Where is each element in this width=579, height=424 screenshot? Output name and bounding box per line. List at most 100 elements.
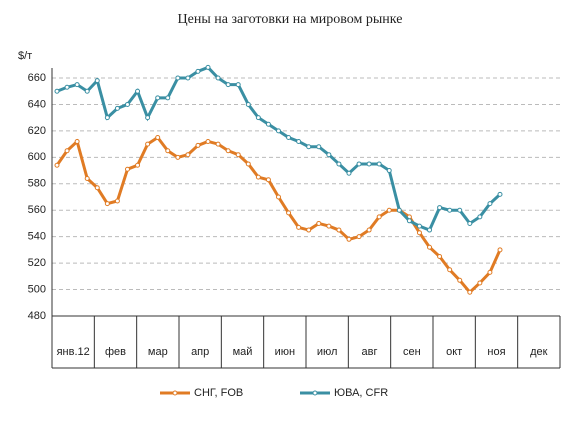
point bbox=[225, 82, 231, 88]
point bbox=[255, 174, 261, 180]
point bbox=[276, 194, 281, 200]
legend-label: СНГ, FOB bbox=[194, 387, 243, 399]
point bbox=[235, 152, 241, 158]
point bbox=[245, 161, 251, 167]
point bbox=[406, 218, 412, 224]
point bbox=[497, 247, 503, 253]
y-tick-label: 480 bbox=[28, 310, 46, 322]
point bbox=[155, 135, 161, 140]
point bbox=[346, 236, 352, 242]
point bbox=[135, 88, 141, 94]
point bbox=[346, 170, 352, 176]
point bbox=[74, 82, 80, 88]
point bbox=[386, 168, 392, 174]
point bbox=[74, 138, 80, 144]
point bbox=[205, 64, 211, 70]
point bbox=[416, 223, 422, 229]
point bbox=[316, 144, 322, 150]
y-axis-label: $/т bbox=[18, 50, 32, 62]
point bbox=[447, 267, 453, 273]
point bbox=[276, 128, 281, 134]
point bbox=[94, 185, 100, 191]
point bbox=[185, 152, 191, 158]
point bbox=[356, 234, 362, 240]
point bbox=[145, 115, 151, 121]
x-tick-label: апр bbox=[191, 346, 209, 358]
point bbox=[225, 148, 231, 154]
y-tick-label: 660 bbox=[28, 72, 46, 84]
point bbox=[114, 198, 120, 204]
point bbox=[477, 280, 483, 286]
point bbox=[114, 105, 120, 111]
point bbox=[437, 205, 443, 211]
point bbox=[336, 161, 342, 167]
y-tick-label: 500 bbox=[28, 283, 46, 295]
point bbox=[356, 161, 362, 167]
point bbox=[457, 207, 463, 213]
x-tick-label: май bbox=[233, 346, 253, 358]
point bbox=[467, 289, 473, 295]
point bbox=[416, 230, 422, 236]
y-tick-label: 600 bbox=[28, 151, 46, 163]
point bbox=[467, 220, 473, 226]
legend-marker bbox=[312, 390, 318, 396]
point bbox=[215, 141, 221, 147]
point bbox=[427, 244, 433, 250]
point bbox=[497, 191, 503, 197]
y-tick-label: 620 bbox=[28, 125, 46, 137]
point bbox=[286, 210, 292, 216]
point bbox=[296, 138, 302, 144]
point bbox=[235, 82, 241, 88]
point bbox=[124, 101, 130, 107]
y-tick-label: 520 bbox=[28, 257, 46, 269]
point bbox=[205, 138, 211, 144]
point bbox=[336, 227, 342, 233]
y-tick-label: 580 bbox=[28, 178, 46, 190]
point bbox=[437, 254, 443, 259]
point bbox=[326, 152, 332, 158]
point bbox=[265, 177, 271, 183]
point bbox=[135, 162, 141, 168]
x-tick-label: окт bbox=[446, 346, 462, 358]
point bbox=[165, 95, 171, 101]
point bbox=[195, 142, 201, 148]
point bbox=[487, 201, 493, 207]
point bbox=[145, 141, 151, 147]
point bbox=[54, 88, 60, 94]
point bbox=[306, 144, 312, 150]
point bbox=[386, 207, 392, 213]
point bbox=[396, 207, 402, 213]
point bbox=[64, 148, 70, 154]
point bbox=[265, 121, 271, 127]
y-tick-label: 640 bbox=[28, 98, 46, 110]
x-tick-label: дек bbox=[530, 346, 548, 358]
point bbox=[376, 161, 382, 167]
point bbox=[316, 220, 322, 226]
point bbox=[175, 75, 181, 81]
point bbox=[185, 75, 191, 81]
point bbox=[326, 223, 332, 229]
point bbox=[487, 269, 493, 275]
point bbox=[64, 84, 70, 90]
x-tick-label: янв.12 bbox=[57, 346, 90, 358]
point bbox=[366, 227, 372, 233]
point bbox=[477, 214, 483, 220]
point bbox=[447, 207, 453, 213]
x-tick-label: ноя bbox=[487, 346, 505, 358]
point bbox=[376, 214, 382, 220]
x-tick-label: сен bbox=[403, 346, 421, 358]
x-tick-label: июл bbox=[317, 346, 338, 358]
point bbox=[195, 68, 201, 74]
y-tick-label: 540 bbox=[28, 231, 46, 243]
point bbox=[54, 162, 60, 168]
point bbox=[84, 175, 90, 181]
point bbox=[124, 166, 130, 172]
point bbox=[155, 95, 161, 101]
point bbox=[296, 224, 302, 230]
y-tick-label: 560 bbox=[28, 204, 46, 216]
point bbox=[255, 115, 261, 121]
point bbox=[457, 277, 463, 283]
x-tick-label: июн bbox=[275, 346, 295, 358]
point bbox=[165, 148, 171, 154]
